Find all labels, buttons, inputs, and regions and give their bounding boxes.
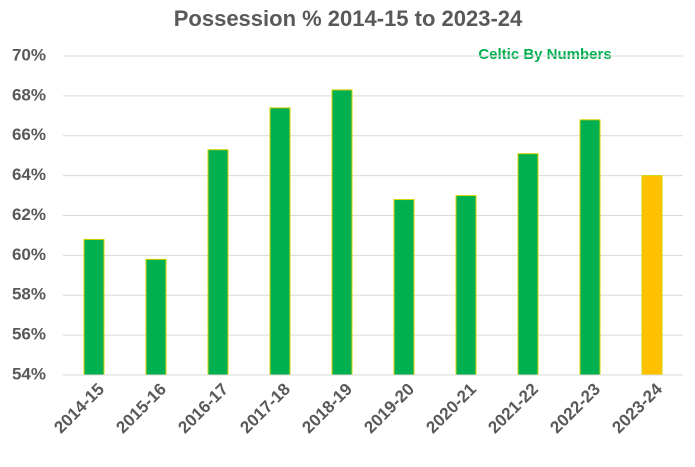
bar	[145, 258, 167, 376]
annotation: Celtic By Numbers	[478, 46, 611, 63]
y-tick-label: 58%	[12, 285, 46, 304]
bar	[83, 238, 105, 376]
y-tick-label: 62%	[12, 205, 46, 224]
y-tick-label: 60%	[12, 245, 46, 264]
y-tick-label: 56%	[12, 325, 46, 344]
y-tick-label: 68%	[12, 85, 46, 104]
y-tick-label: 70%	[12, 45, 46, 64]
y-tick-label: 66%	[12, 125, 46, 144]
bar	[207, 149, 229, 376]
bar	[331, 89, 353, 376]
chart-title: Possession % 2014-15 to 2023-24	[174, 6, 523, 31]
bar	[455, 195, 477, 376]
bar	[393, 199, 415, 376]
bar	[641, 175, 663, 376]
bar	[517, 153, 539, 376]
bar	[579, 119, 601, 376]
y-tick-label: 64%	[12, 165, 46, 184]
y-tick-label: 54%	[12, 364, 46, 383]
bar	[269, 107, 291, 376]
